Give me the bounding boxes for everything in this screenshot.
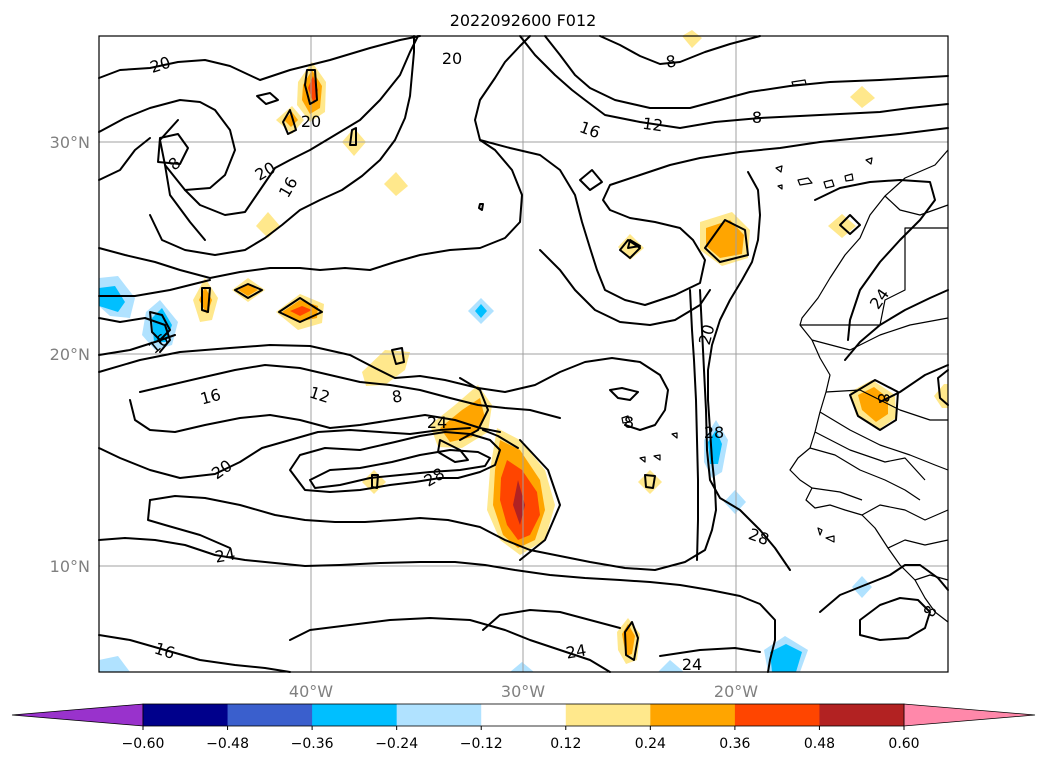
colorbar-tick-label: −0.48 [206, 736, 249, 752]
colorbar-tick-label: 0.48 [804, 736, 835, 752]
contour-label: 24 [682, 655, 702, 674]
map-panel: 20 20 8 16 12 8 20 8 20 16 16 16 12 8 24… [98, 30, 949, 674]
map-title: 2022092600 F012 [450, 11, 597, 30]
colorbar-frame [142, 703, 905, 727]
contour-label: 8 [874, 393, 893, 403]
colorbar-swatch [734, 704, 820, 726]
contour-label: 8 [664, 51, 677, 71]
colorbar-swatch [650, 704, 736, 726]
lat-label: 20°N [50, 345, 90, 364]
colorbar-swatch [396, 704, 482, 726]
contour-label: 8 [390, 386, 403, 406]
latitude-labels: 30°N 20°N 10°N [50, 133, 90, 576]
colorbar-swatch [312, 704, 398, 726]
colorbar-swatch [565, 704, 651, 726]
lon-label: 40°W [289, 682, 333, 701]
colorbar-tick-label: 0.36 [719, 736, 750, 752]
colorbar-tick-label: −0.60 [122, 736, 165, 752]
lat-label: 30°N [50, 133, 90, 152]
shade-blob [362, 350, 410, 386]
colorbar-tick-label: 0.12 [550, 736, 581, 752]
lon-label: 30°W [501, 682, 545, 701]
shade-blob [276, 294, 324, 330]
contour-label: 20 [695, 322, 719, 347]
colorbar-swatch [227, 704, 313, 726]
colorbar-tick-label: −0.24 [375, 736, 418, 752]
colorbar-tick-label: −0.12 [460, 736, 503, 752]
colorbar: −0.60 −0.48 −0.36 −0.24 −0.12 0.12 0.24 0.36 0.4… [11, 703, 1036, 752]
lat-label: 10°N [50, 557, 90, 576]
contour-label: 12 [641, 114, 664, 136]
coastlines [621, 79, 949, 623]
colorbar-swatch [481, 704, 567, 726]
map-frame [98, 35, 949, 673]
contour-label: 8 [624, 413, 634, 432]
colorbar-swatch [143, 704, 229, 726]
contour-label: 24 [427, 413, 447, 432]
colorbar-extension-high [903, 703, 1036, 727]
colorbar-extension-low [11, 703, 144, 727]
colorbar-tick-label: −0.36 [291, 736, 334, 752]
lon-label: 20°W [714, 682, 758, 701]
contour-label: 20 [442, 49, 462, 68]
longitude-labels: 40°W 30°W 20°W [289, 682, 758, 701]
contour-label: 24 [564, 640, 587, 662]
colorbar-swatch [819, 704, 905, 726]
contour-label: 24 [213, 544, 236, 566]
shade-blob [487, 428, 555, 555]
contour-label: 8 [752, 108, 762, 127]
contour-lines [98, 35, 949, 673]
colorbar-tick-label: 0.24 [635, 736, 666, 752]
contour-label: 20 [301, 112, 321, 131]
colorbar-tick-label: 0.60 [888, 736, 919, 752]
contour-label: 28 [704, 423, 724, 442]
contour-label: 16 [198, 385, 223, 409]
